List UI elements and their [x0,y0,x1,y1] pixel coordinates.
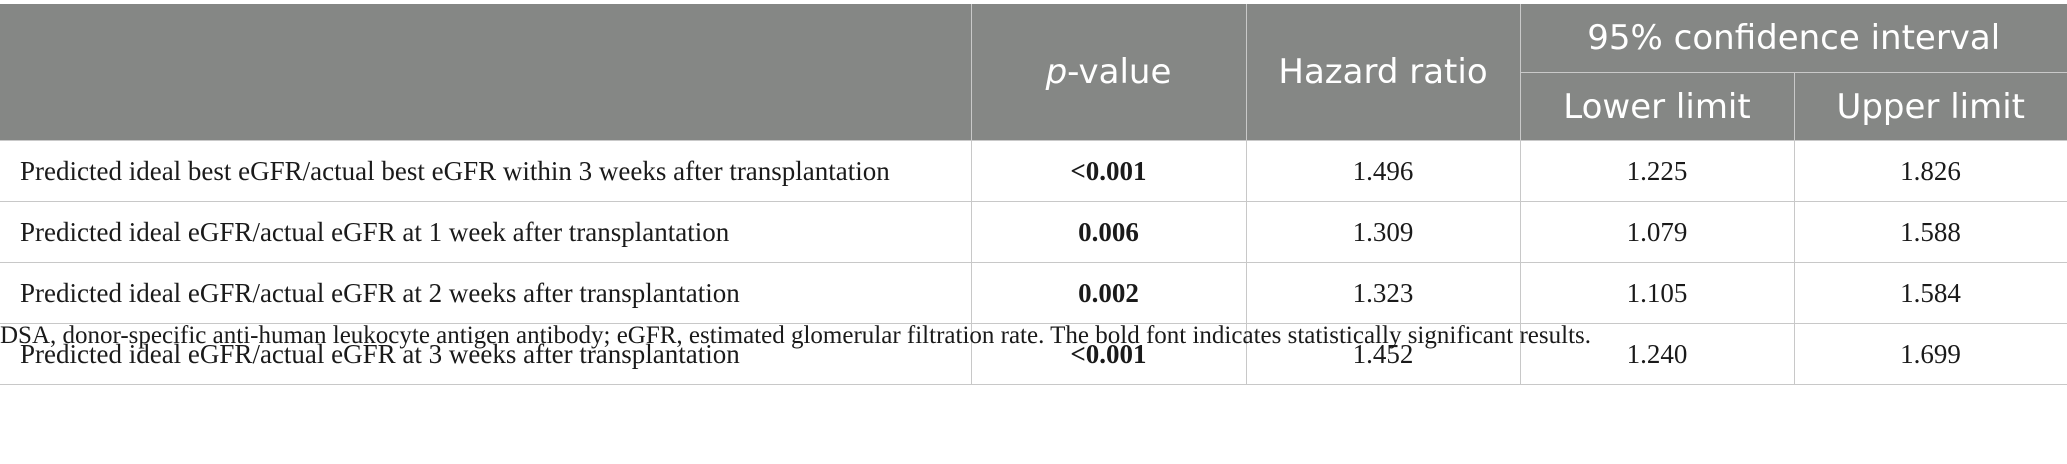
table-row: Predicted ideal best eGFR/actual best eG… [0,140,2067,202]
header-row-2: Lower limit Upper limit [0,72,2067,141]
p-value-cell: 0.002 [970,262,1246,324]
header-upper-limit: Upper limit [1793,72,2067,141]
results-table: p-value Hazard ratio 95% confidence inte… [0,4,2067,385]
hazard-ratio-cell: 1.452 [1245,323,1520,385]
p-value-cell: <0.001 [970,323,1246,385]
upper-limit-cell: 1.699 [1793,323,2067,385]
row-label: Predicted ideal eGFR/actual eGFR at 1 we… [0,201,971,263]
lower-limit-cell: 1.105 [1519,262,1794,324]
header-p-value: p-value [970,4,1246,141]
header-lower-limit: Lower limit [1519,72,1794,141]
header-row-1: p-value Hazard ratio 95% confidence inte… [0,4,2067,141]
p-value-cell: <0.001 [970,140,1246,202]
table-row: Predicted ideal eGFR/actual eGFR at 1 we… [0,201,2067,263]
hazard-ratio-cell: 1.496 [1245,140,1520,202]
lower-limit-cell: 1.079 [1519,201,1794,263]
header-p-suffix: -value [1067,52,1172,92]
upper-limit-cell: 1.584 [1793,262,2067,324]
table-footnote: DSA, donor-specific anti-human leukocyte… [0,322,1592,349]
table-row: Predicted ideal eGFR/actual eGFR at 2 we… [0,262,2067,324]
p-value-cell: 0.006 [970,201,1246,263]
header-blank [0,4,971,141]
hazard-ratio-cell: 1.309 [1245,201,1520,263]
row-label: Predicted ideal eGFR/actual eGFR at 3 we… [0,323,971,385]
upper-limit-cell: 1.588 [1793,201,2067,263]
row-label: Predicted ideal best eGFR/actual best eG… [0,140,971,202]
header-p-italic: p [1045,52,1068,92]
hazard-ratio-cell: 1.323 [1245,262,1520,324]
upper-limit-cell: 1.826 [1793,140,2067,202]
header-confidence-interval: 95% confidence interval [1519,4,2067,73]
table-row: Predicted ideal eGFR/actual eGFR at 3 we… [0,323,2067,385]
header-hazard-ratio: Hazard ratio [1245,4,1520,141]
lower-limit-cell: 1.240 [1519,323,1794,385]
row-label: Predicted ideal eGFR/actual eGFR at 2 we… [0,262,971,324]
lower-limit-cell: 1.225 [1519,140,1794,202]
